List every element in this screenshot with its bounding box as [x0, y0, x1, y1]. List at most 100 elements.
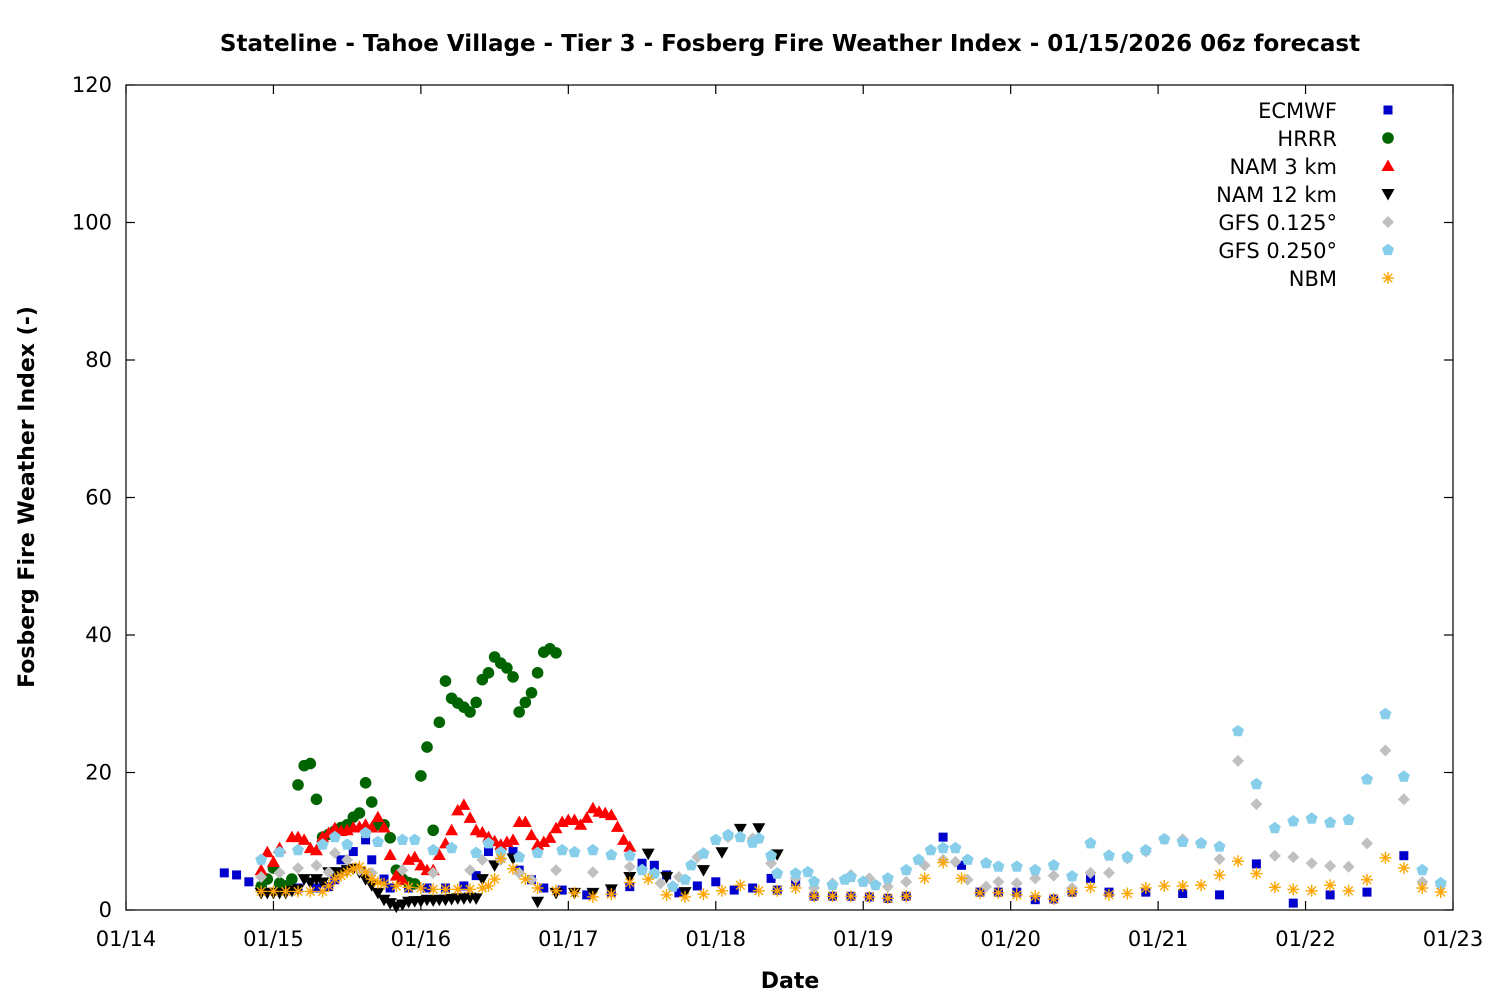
- point-nam-12-km: [531, 896, 545, 909]
- asterisk-stroke: [938, 857, 948, 868]
- point-ecmwf: [422, 883, 432, 893]
- point-gfs-0-125: [1213, 853, 1226, 866]
- point-gfs-0-250: [808, 875, 821, 887]
- asterisk-stroke: [1214, 870, 1225, 880]
- point-nbm: [992, 886, 1005, 899]
- point-nbm: [1121, 887, 1134, 900]
- asterisk-stroke: [1085, 882, 1096, 893]
- point-ecmwf: [483, 847, 493, 857]
- point-ecmwf: [1399, 851, 1409, 861]
- x-tick-label: 01/17: [538, 927, 599, 951]
- point-hrrr: [507, 671, 519, 683]
- point-ecmwf: [311, 883, 321, 893]
- point-gfs-0-250: [697, 847, 710, 859]
- point-gfs-0-250: [1268, 821, 1281, 834]
- asterisk-stroke: [256, 886, 266, 897]
- point-gfs-0-250: [844, 870, 857, 883]
- point-nbm: [679, 890, 692, 903]
- asterisk-stroke: [1159, 881, 1169, 891]
- legend-label-nam-3-km: NAM 3 km: [1229, 155, 1337, 179]
- point-ecmwf: [938, 832, 948, 842]
- point-ecmwf: [729, 885, 739, 895]
- point-gfs-0-250: [1342, 813, 1355, 825]
- point-nbm: [1397, 862, 1410, 875]
- point-hrrr: [501, 662, 513, 674]
- point-hrrr: [384, 832, 396, 844]
- point-gfs-0-125: [1360, 837, 1373, 850]
- point-nam-12-km: [660, 872, 674, 884]
- x-tick-label: 01/15: [243, 927, 304, 951]
- asterisk-stroke: [680, 892, 690, 902]
- point-gfs-0-250: [408, 833, 421, 845]
- legend: ECMWF HRRR NAM 3 km NAM 12 km GFS 0.125° GFS …: [1216, 99, 1395, 291]
- point-gfs-0-250: [789, 867, 802, 879]
- asterisk-stroke: [864, 892, 875, 902]
- asterisk-stroke: [360, 867, 371, 877]
- asterisk-stroke: [993, 888, 1004, 898]
- point-gfs-0-125: [992, 875, 1005, 888]
- point-gfs-0-250: [1195, 837, 1208, 849]
- asterisk-stroke: [1177, 881, 1188, 891]
- point-nbm: [623, 876, 636, 889]
- point-hrrr: [365, 796, 378, 808]
- legend-label-ecmwf: ECMWF: [1258, 99, 1337, 123]
- asterisk-stroke: [354, 861, 365, 872]
- point-nbm: [789, 882, 802, 894]
- point-hrrr: [286, 873, 298, 885]
- point-nam-12-km: [316, 877, 330, 889]
- point-nbm: [1305, 884, 1318, 897]
- point-gfs-0-250: [482, 837, 495, 849]
- point-nbm: [826, 890, 839, 903]
- point-ecmwf: [649, 860, 659, 870]
- asterisk-stroke: [919, 873, 930, 884]
- point-nbm: [402, 881, 415, 894]
- point-gfs-0-250: [1250, 777, 1263, 790]
- point-nbm: [752, 884, 765, 897]
- point-nbm: [734, 879, 747, 892]
- point-ecmwf: [361, 835, 371, 845]
- point-gfs-0-250: [765, 849, 778, 861]
- point-nbm: [863, 890, 876, 903]
- legend-label-hrrr: HRRR: [1277, 127, 1337, 151]
- point-nam-3-km: [518, 815, 532, 827]
- asterisk-stroke: [1380, 853, 1391, 863]
- point-nam-3-km: [260, 845, 274, 858]
- point-gfs-0-250: [1176, 835, 1189, 847]
- asterisk-stroke: [1306, 886, 1317, 896]
- point-nbm: [1434, 886, 1447, 899]
- point-nbm: [973, 886, 986, 899]
- x-tick-label: 01/18: [686, 927, 747, 951]
- point-gfs-0-250: [586, 843, 599, 856]
- x-tick-label: 01/22: [1275, 927, 1336, 951]
- asterisk-stroke: [846, 891, 856, 901]
- point-nam-3-km: [389, 869, 403, 881]
- point-nam-3-km: [537, 835, 551, 847]
- point-nam-3-km: [395, 873, 409, 885]
- point-nbm: [1268, 881, 1281, 894]
- point-nbm: [568, 886, 581, 899]
- point-gfs-0-125: [255, 871, 268, 883]
- point-ecmwf: [766, 873, 776, 883]
- point-nbm: [937, 856, 950, 869]
- point-gfs-0-250: [1305, 812, 1318, 824]
- legend-label-nam-12-km: NAM 12 km: [1216, 183, 1337, 207]
- point-gfs-0-250: [396, 833, 409, 845]
- point-gfs-0-250: [255, 853, 268, 865]
- point-ecmwf: [232, 870, 242, 880]
- point-gfs-0-250: [937, 841, 950, 854]
- asterisk-stroke: [661, 890, 672, 900]
- point-nam-12-km: [715, 847, 729, 859]
- point-ecmwf: [1288, 898, 1298, 908]
- point-gfs-0-250: [316, 838, 329, 850]
- point-gfs-0-250: [1434, 876, 1447, 889]
- asterisk-stroke: [1362, 875, 1372, 885]
- asterisk-stroke: [735, 880, 746, 890]
- asterisk-stroke: [1141, 883, 1151, 893]
- point-nbm: [507, 862, 520, 875]
- asterisk-stroke: [790, 883, 801, 893]
- point-gfs-0-250: [427, 843, 440, 856]
- point-nam-3-km: [432, 848, 446, 860]
- point-hrrr: [470, 696, 482, 709]
- point-nbm: [488, 873, 501, 886]
- point-gfs-0-125: [310, 859, 323, 872]
